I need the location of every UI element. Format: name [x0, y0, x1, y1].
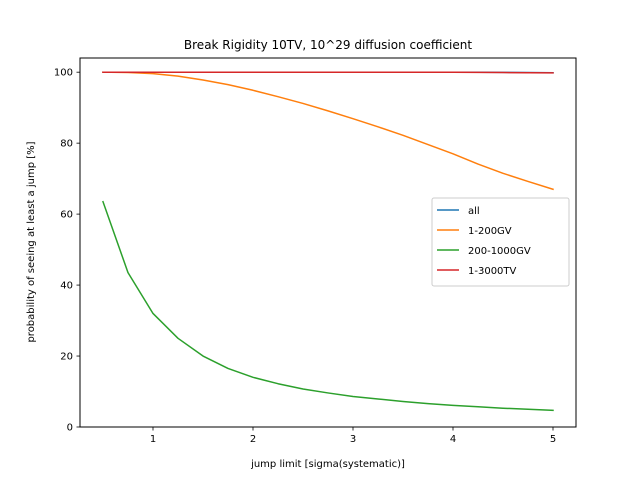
plot-frame — [79, 57, 577, 428]
x-tick-label: 2 — [250, 434, 256, 445]
x-tick-label: 3 — [350, 434, 356, 445]
x-tick-label: 1 — [150, 434, 156, 445]
x-tick-label: 4 — [450, 434, 456, 445]
y-tick-label: 20 — [60, 352, 73, 363]
plot-lines — [102, 71, 554, 412]
y-tick-label: 100 — [54, 68, 73, 79]
y-axis-ticks: 0 20 40 60 80 100 — [54, 68, 80, 434]
y-tick-label: 40 — [60, 281, 73, 292]
series-line-3 — [102, 71, 554, 74]
legend-label-3: 1-3000TV — [468, 266, 517, 277]
y-axis-label: probability of seeing at least a jump [%… — [26, 141, 37, 342]
y-tick-label: 60 — [60, 210, 73, 221]
series-line-1 — [102, 71, 554, 191]
series-line-2 — [102, 200, 554, 412]
chart-title: Break Rigidity 10TV, 10^29 diffusion coe… — [184, 38, 472, 52]
legend: all 1-200GV 200-1000GV 1-3000TV — [431, 197, 570, 287]
legend-label-1: 1-200GV — [468, 226, 512, 237]
legend-label-2: 200-1000GV — [468, 246, 531, 257]
x-tick-label: 5 — [550, 434, 556, 445]
y-tick-label: 0 — [67, 423, 73, 434]
y-tick-label: 80 — [60, 139, 73, 150]
x-axis-label: jump limit [sigma(systematic)] — [250, 459, 405, 470]
legend-box — [431, 197, 570, 287]
x-axis-ticks: 1 2 3 4 5 — [150, 427, 556, 445]
legend-label-0: all — [468, 206, 480, 217]
